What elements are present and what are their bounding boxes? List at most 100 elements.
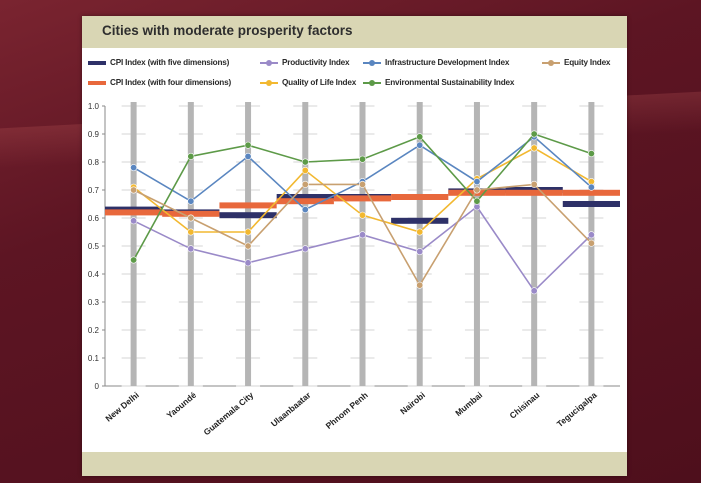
legend-label-cpi-five: CPI Index (with five dimensions) bbox=[110, 58, 230, 67]
cpi-level-bar bbox=[391, 217, 449, 224]
series-point bbox=[587, 231, 595, 239]
series-point bbox=[473, 178, 481, 186]
cpi-level-bar bbox=[162, 210, 220, 217]
series-point bbox=[416, 133, 424, 141]
cpi-level-bar bbox=[562, 201, 620, 207]
cpi-level-bar bbox=[105, 209, 163, 216]
legend-item-equity: Equity Index bbox=[542, 58, 610, 67]
series-point bbox=[130, 256, 138, 264]
y-tick-label: 0.1 bbox=[88, 354, 100, 363]
legend-swatch-environmental bbox=[363, 79, 381, 86]
y-tick-label: 0 bbox=[95, 382, 100, 391]
cpi-level-bar bbox=[276, 194, 334, 200]
legend-item-infrastructure: Infrastructure Development Index bbox=[363, 58, 509, 67]
series-point bbox=[587, 150, 595, 158]
footer-bar bbox=[82, 452, 627, 476]
series-point bbox=[587, 183, 595, 191]
x-tick-label: Yaoundé bbox=[165, 390, 199, 421]
y-tick-label: 0.7 bbox=[88, 186, 100, 195]
series-point bbox=[530, 287, 538, 295]
series-point bbox=[130, 164, 138, 172]
series-point bbox=[416, 228, 424, 236]
y-tick-label: 0.4 bbox=[88, 270, 100, 279]
title-bar: Cities with moderate prosperity factors bbox=[82, 16, 627, 48]
y-tick-label: 0.6 bbox=[88, 214, 100, 223]
series-point bbox=[187, 152, 195, 160]
x-tick-label: Ulaanbaatar bbox=[269, 389, 313, 428]
y-tick-label: 0.2 bbox=[88, 326, 100, 335]
series-point bbox=[244, 141, 252, 149]
series-point bbox=[244, 242, 252, 250]
legend-swatch-cpi-four bbox=[88, 80, 106, 85]
city-column-bar bbox=[359, 102, 366, 386]
series-point bbox=[187, 228, 195, 236]
series-point bbox=[244, 152, 252, 160]
series-point bbox=[358, 155, 366, 163]
legend-item-cpi-four: CPI Index (with four dimensions) bbox=[88, 78, 231, 87]
series-point bbox=[416, 141, 424, 149]
series-point bbox=[416, 281, 424, 289]
x-tick-label: New Delhi bbox=[103, 390, 141, 424]
series-point bbox=[244, 259, 252, 267]
legend-swatch-quality-of-life bbox=[260, 79, 278, 86]
chart-plot-area: 0 0.1 0.2 0.3 0.4 0.5 0.6 0.7 0.8 0.9 1.0 New Delhi… bbox=[88, 102, 620, 438]
series-point bbox=[244, 228, 252, 236]
series-point bbox=[473, 186, 481, 194]
legend-swatch-infrastructure bbox=[363, 59, 381, 66]
city-column-bar bbox=[473, 102, 480, 386]
legend-item-environmental: Environmental Sustainability Index bbox=[363, 78, 514, 87]
cpi-level-bar bbox=[219, 202, 277, 209]
cpi-level-bar bbox=[562, 189, 620, 196]
legend-label-environmental: Environmental Sustainability Index bbox=[385, 78, 515, 87]
legend-item-cpi-five: CPI Index (with five dimensions) bbox=[88, 58, 229, 67]
city-column-bar bbox=[302, 102, 309, 386]
x-tick-label: Chisinau bbox=[508, 390, 542, 421]
series-point bbox=[187, 197, 195, 205]
x-tick-label: Guatemala City bbox=[202, 390, 256, 438]
legend-label-infrastructure: Infrastructure Development Index bbox=[385, 58, 510, 67]
cpi-level-bar bbox=[391, 194, 449, 200]
legend-label-equity: Equity Index bbox=[564, 58, 611, 67]
cpi-level-bar bbox=[333, 195, 392, 202]
legend-label-cpi-four: CPI Index (with four dimensions) bbox=[110, 78, 231, 87]
x-tick-label: Nairobi bbox=[398, 390, 427, 416]
city-column-bar bbox=[531, 102, 538, 386]
series-point bbox=[473, 197, 481, 205]
series-point bbox=[358, 231, 366, 239]
cpi-level-bar bbox=[219, 212, 277, 219]
x-tick-label: Phnom Penh bbox=[324, 390, 370, 431]
city-column-bar bbox=[416, 102, 423, 386]
series-point bbox=[530, 144, 538, 152]
series-point bbox=[130, 186, 138, 194]
legend-item-quality-of-life: Quality of Life Index bbox=[260, 78, 356, 87]
city-column-bar bbox=[187, 102, 194, 386]
series-point bbox=[301, 206, 309, 214]
series-point bbox=[587, 239, 595, 247]
series-point bbox=[301, 166, 309, 174]
series-point bbox=[187, 214, 195, 222]
chart-title: Cities with moderate prosperity factors bbox=[102, 23, 353, 38]
cpi-level-bar bbox=[505, 189, 563, 196]
x-tick-label: Tegucigalpa bbox=[555, 390, 599, 429]
chart-panel: Cities with moderate prosperity factors … bbox=[82, 16, 627, 476]
legend-swatch-cpi-five bbox=[88, 60, 106, 65]
series-point bbox=[358, 211, 366, 219]
y-tick-label: 0.9 bbox=[88, 130, 100, 139]
legend-swatch-productivity bbox=[260, 59, 278, 66]
series-point bbox=[530, 130, 538, 138]
city-column-bar bbox=[130, 102, 137, 386]
x-tick-label: Mumbai bbox=[453, 390, 484, 418]
y-tick-label: 0.3 bbox=[88, 298, 100, 307]
legend-item-productivity: Productivity Index bbox=[260, 58, 350, 67]
series-point bbox=[130, 217, 138, 225]
series-point bbox=[187, 245, 195, 253]
legend-label-quality-of-life: Quality of Life Index bbox=[282, 78, 357, 87]
y-tick-label: 0.5 bbox=[88, 242, 100, 251]
series-point bbox=[358, 180, 366, 188]
chart-legend: CPI Index (with five dimensions) CPI Ind… bbox=[88, 54, 628, 94]
cpi-level-bar bbox=[276, 198, 334, 205]
series-point bbox=[301, 245, 309, 253]
series-point bbox=[530, 180, 538, 188]
series-point bbox=[416, 248, 424, 256]
series-point bbox=[301, 180, 309, 188]
